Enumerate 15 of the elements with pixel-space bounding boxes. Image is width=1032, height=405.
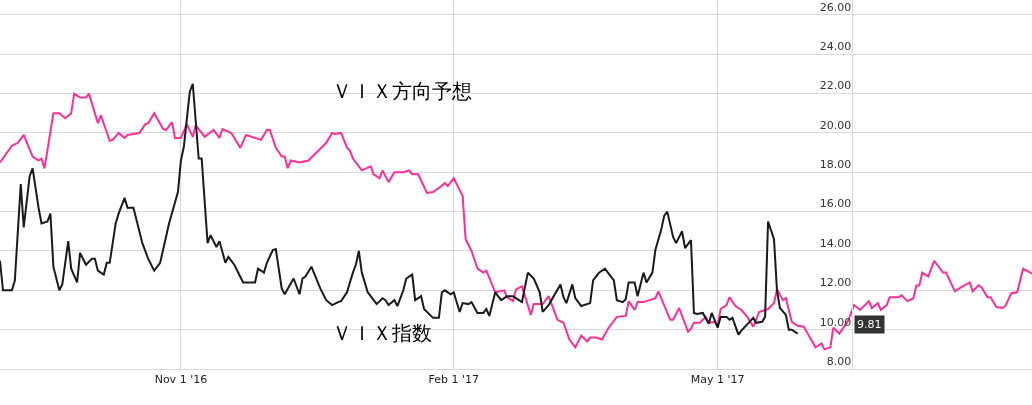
y-tick-label: 8.00 [826,354,852,368]
y-tick-label: 22.00 [819,79,852,93]
y-tick-label: 16.00 [819,197,852,211]
y-tick-label: 12.00 [819,276,852,290]
series-label: ＶＩＸ指数 [332,321,432,345]
y-tick-label: 14.00 [819,236,852,250]
series-label: ＶＩＸ方向予想 [332,79,472,103]
x-tick-label: Feb 1 '17 [428,373,479,387]
x-tick-label: Nov 1 '16 [154,373,208,387]
annotation: 9.81 [857,318,882,331]
y-tick-label: 26.00 [819,0,852,14]
y-tick-label: 24.00 [819,40,852,54]
y-tick-label: 20.00 [819,118,852,132]
y-tick-label: 18.00 [819,158,852,172]
x-tick-label: May 1 '17 [690,373,745,387]
